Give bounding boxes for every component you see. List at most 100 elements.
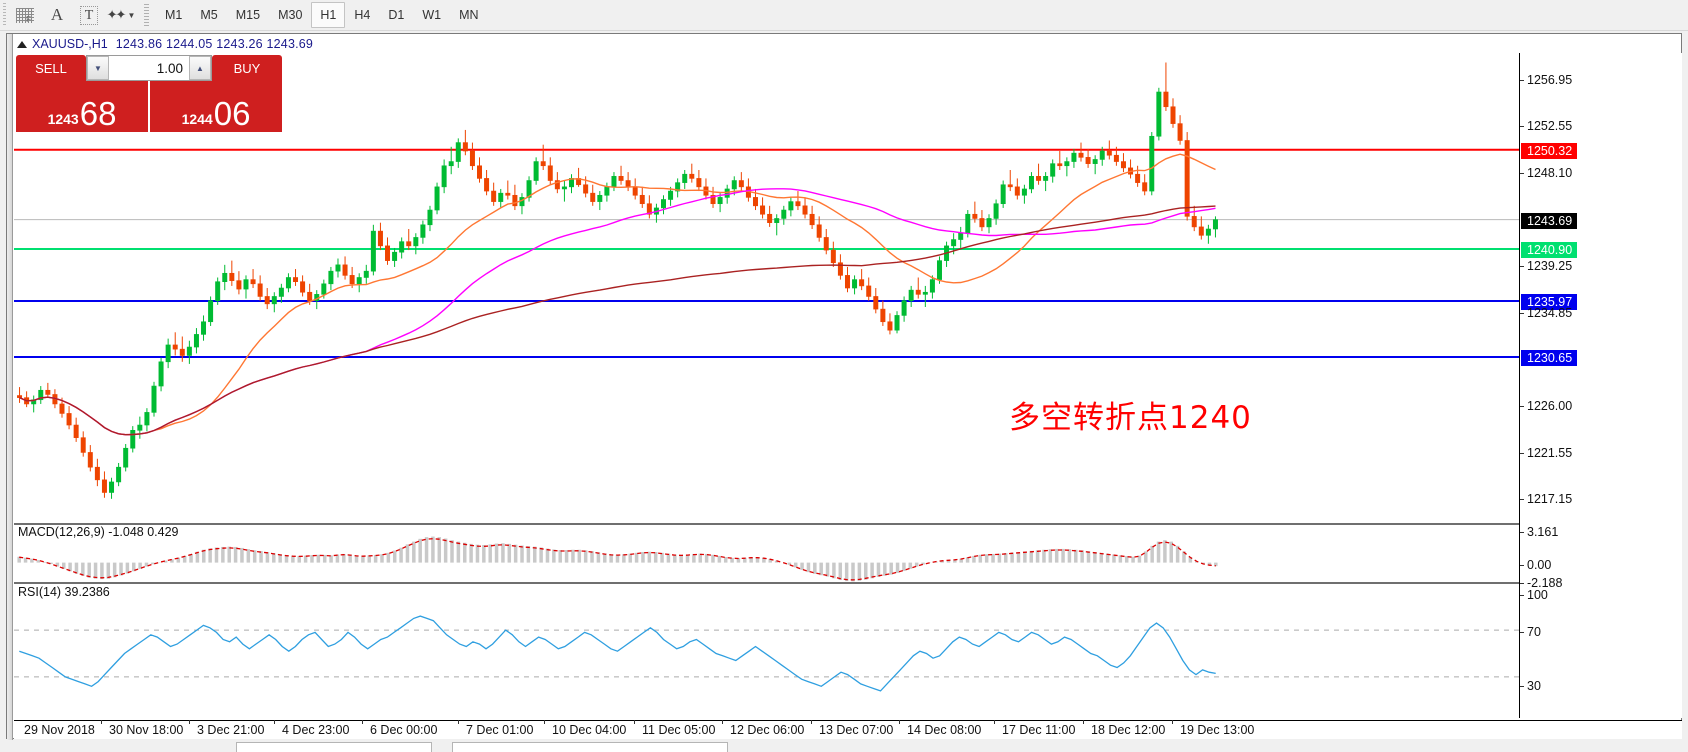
time-axis-label: 14 Dec 08:00 — [907, 723, 982, 737]
one-click-trade-panel[interactable]: SELL ▼ 1.00 ▲ BUY 1243 68 1244 06 — [16, 55, 282, 132]
rsi-line — [19, 615, 1216, 692]
candle — [356, 273, 362, 293]
candle — [158, 357, 164, 392]
time-axis-separator — [458, 720, 459, 724]
candle — [972, 201, 978, 223]
candle — [1177, 115, 1183, 145]
candle — [1099, 146, 1105, 166]
volume-decrement-icon[interactable]: ▼ — [87, 56, 109, 80]
time-axis-separator — [634, 720, 635, 724]
timeframe-m5[interactable]: M5 — [200, 8, 218, 22]
timeframe-d1[interactable]: D1 — [388, 8, 405, 22]
price-axis[interactable]: 1256.95 1252.55 1250.32 1248.10 1243.69 1240.… — [1519, 53, 1682, 718]
timeframe-m1[interactable]: M1 — [165, 8, 183, 22]
symbol-header: XAUUSD-,H1 1243.86 1244.05 1243.26 1243.… — [14, 35, 313, 53]
sell-price-display[interactable]: 1243 68 — [16, 81, 148, 132]
macd-axis-tick: 0.00 — [1520, 558, 1551, 572]
candle — [1170, 98, 1176, 128]
collapse-triangle-icon[interactable] — [17, 40, 27, 48]
volume-input[interactable]: 1.00 — [156, 60, 183, 76]
time-axis-separator — [1083, 720, 1084, 724]
candle — [484, 169, 490, 196]
candle — [328, 266, 334, 291]
candle — [646, 195, 652, 219]
candle — [392, 247, 398, 267]
timeframe-m30[interactable]: M30 — [278, 8, 303, 22]
candle — [908, 285, 914, 307]
candle — [569, 174, 574, 194]
rsi-pane[interactable] — [14, 585, 1519, 718]
candle — [222, 264, 228, 291]
candle — [668, 186, 674, 206]
candle — [1078, 142, 1084, 162]
candle — [73, 417, 79, 442]
candle — [1007, 169, 1013, 192]
sell-price-prefix: 1243 — [47, 111, 79, 127]
chart-tab-1[interactable] — [236, 742, 432, 752]
timeframe-h1[interactable]: H1 — [311, 2, 346, 28]
candle — [116, 462, 122, 487]
candle — [229, 260, 235, 286]
candle — [738, 172, 744, 192]
text-label-a-icon[interactable]: A — [50, 5, 64, 24]
candle — [561, 180, 567, 202]
price-tick: 1252.55 — [1520, 119, 1572, 133]
candle — [31, 395, 37, 413]
macd-pane[interactable] — [14, 525, 1519, 582]
chart-scroll-grip[interactable] — [7, 34, 13, 740]
symbol-ohlc-values: 1243.86 1244.05 1243.26 1243.69 — [115, 37, 314, 51]
buy-button[interactable]: BUY — [212, 55, 282, 81]
candle — [377, 222, 383, 251]
candle — [285, 273, 291, 293]
candle — [151, 381, 157, 417]
symbol-name: XAUUSD-,H1 — [32, 37, 108, 51]
chart-tab-2[interactable] — [452, 742, 728, 752]
timeframe-mn[interactable]: MN — [459, 8, 479, 22]
candle — [45, 382, 51, 398]
shapes-icon[interactable]: ✦✦ ▼ — [106, 7, 136, 22]
sell-button[interactable]: SELL — [16, 55, 86, 81]
candle — [958, 226, 964, 248]
buy-price-display[interactable]: 1244 06 — [150, 81, 282, 132]
candle — [123, 444, 129, 472]
candle — [816, 216, 822, 242]
candle — [852, 275, 858, 295]
pane-separator-1 — [14, 523, 1676, 525]
candle — [498, 188, 504, 208]
sell-price-pips: 68 — [79, 95, 117, 132]
volume-increment-icon[interactable]: ▲ — [189, 56, 211, 80]
candle — [271, 292, 277, 313]
candle — [1028, 172, 1034, 194]
candle — [604, 182, 610, 202]
toolbar-grip-handle[interactable] — [1, 3, 9, 27]
text-box-t-icon[interactable]: T — [73, 2, 105, 28]
candle — [1106, 140, 1112, 160]
time-axis[interactable]: 29 Nov 2018 30 Nov 18:00 3 Dec 21:00 4 Dec … — [14, 720, 1682, 739]
timeframe-h4[interactable]: H4 — [354, 8, 371, 22]
crosshair-grid-icon[interactable]: F — [16, 7, 34, 24]
buy-price-pips: 06 — [213, 95, 251, 132]
candle — [165, 338, 171, 369]
volume-stepper[interactable]: ▼ 1.00 ▲ — [86, 55, 212, 81]
candle — [1120, 153, 1126, 173]
candle — [1000, 180, 1006, 208]
candle — [462, 129, 468, 156]
candle — [1142, 174, 1148, 196]
timeframe-w1[interactable]: W1 — [422, 8, 442, 22]
time-axis-label: 29 Nov 2018 — [24, 723, 95, 737]
candle — [597, 191, 603, 211]
timeframe-m15[interactable]: M15 — [235, 8, 261, 22]
time-axis-label: 11 Dec 05:00 — [642, 723, 716, 737]
candle — [300, 275, 306, 297]
price-tick-last: 1243.69 — [1521, 212, 1578, 229]
bottom-tab-strip — [0, 741, 1688, 752]
macd-plot — [17, 536, 1218, 582]
candle — [625, 172, 631, 192]
candle — [859, 269, 865, 291]
candle — [512, 184, 518, 211]
candle — [809, 205, 815, 230]
candle — [24, 391, 30, 408]
candle — [1014, 178, 1020, 200]
buy-price-prefix: 1244 — [181, 111, 213, 127]
candle — [979, 210, 985, 232]
